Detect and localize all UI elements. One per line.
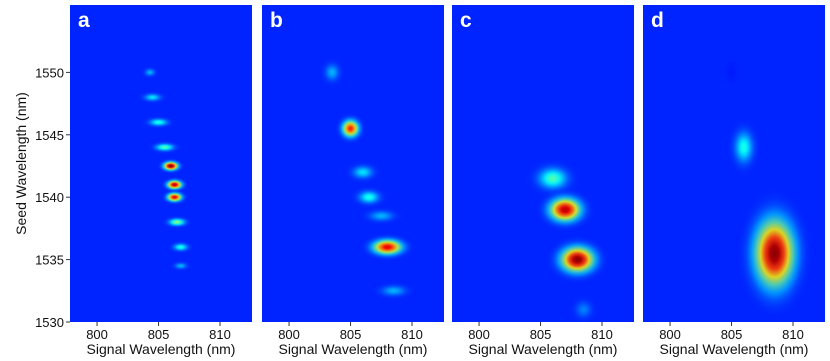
panel-label: d <box>651 9 664 32</box>
x-axis-label: Signal Wavelength (nm) <box>279 341 428 357</box>
spot <box>369 280 418 301</box>
y-tick-label: 1535 <box>35 253 64 268</box>
spot <box>719 52 744 93</box>
x-tick-label: 810 <box>591 327 613 342</box>
spot <box>334 112 367 145</box>
x-tick-label: 800 <box>86 327 108 342</box>
x-tick-label: 800 <box>659 327 681 342</box>
spot <box>136 90 169 105</box>
spot <box>349 185 389 210</box>
x-tick-label: 805 <box>721 327 743 342</box>
panel-label: c <box>460 9 472 32</box>
x-tick-label: 805 <box>340 327 362 342</box>
spot <box>166 240 195 255</box>
x-axis-label: Signal Wavelength (nm) <box>660 341 809 357</box>
x-axis-label: Signal Wavelength (nm) <box>469 341 618 357</box>
spot <box>160 189 189 206</box>
y-tick-label: 1550 <box>35 65 64 80</box>
y-tick-label: 1540 <box>35 190 64 205</box>
x-axis-label: Signal Wavelength (nm) <box>87 341 236 357</box>
spot <box>567 293 600 322</box>
y-tick-label: 1545 <box>35 128 64 143</box>
x-tick-label: 800 <box>468 327 490 342</box>
x-tick-label: 810 <box>209 327 231 342</box>
spot <box>545 235 609 284</box>
spot <box>737 189 812 318</box>
heatmap <box>318 56 418 301</box>
spot <box>535 187 595 232</box>
spot <box>140 65 160 80</box>
x-tick-label: 810 <box>782 327 804 342</box>
spot <box>168 259 193 272</box>
spot <box>140 115 177 130</box>
spot <box>161 215 193 230</box>
spot <box>318 56 346 89</box>
x-tick-label: 805 <box>148 327 170 342</box>
spot <box>726 117 762 178</box>
heatmap <box>136 65 195 272</box>
spot <box>146 140 183 155</box>
spot <box>157 158 185 174</box>
panel-label: b <box>270 9 283 32</box>
x-tick-label: 810 <box>401 327 423 342</box>
y-axis-label: Seed Wavelength (nm) <box>13 92 29 235</box>
heatmap <box>525 158 609 322</box>
spot <box>359 233 415 262</box>
panel-label: a <box>78 9 90 32</box>
x-tick-label: 805 <box>530 327 552 342</box>
x-tick-label: 800 <box>278 327 300 342</box>
y-tick-label: 1530 <box>35 315 64 330</box>
spot <box>343 160 383 185</box>
spot <box>160 176 189 193</box>
spot <box>357 205 405 226</box>
heatmap <box>719 52 812 318</box>
